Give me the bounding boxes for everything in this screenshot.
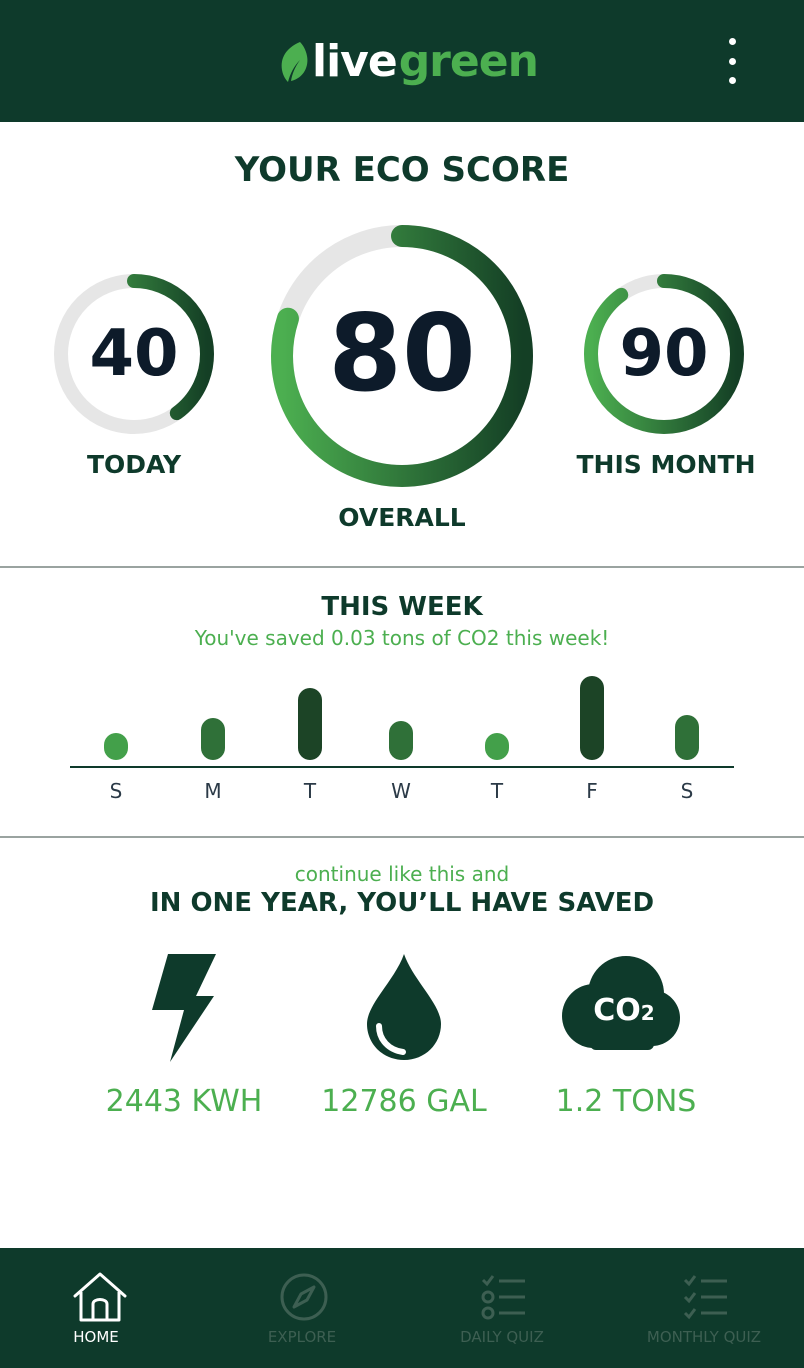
today-gauge-ring xyxy=(54,274,214,434)
overall-score-value: 80 xyxy=(328,292,476,415)
water-saved-value: 12786 GAL xyxy=(321,1084,487,1119)
checklist-icon xyxy=(481,1275,525,1320)
this-week-title: THIS WEEK xyxy=(321,592,483,622)
co2-icon-text: CO xyxy=(593,993,641,1028)
overall-gauge-ring xyxy=(271,225,533,487)
projection-intro: continue like this and xyxy=(294,862,510,886)
week-day-label: W xyxy=(391,779,411,803)
app-header: live green xyxy=(0,0,804,122)
week-day-label: T xyxy=(490,779,504,803)
leaf-icon xyxy=(281,42,308,82)
week-bar xyxy=(580,676,604,760)
week-day-label: S xyxy=(109,779,123,803)
nav-daily-quiz-label: DAILY QUIZ xyxy=(460,1328,544,1346)
week-day-label: S xyxy=(680,779,694,803)
co2-icon-subscript: 2 xyxy=(640,1001,655,1025)
month-label: THIS MONTH xyxy=(576,450,756,479)
menu-dot xyxy=(728,57,736,65)
nav-monthly-quiz-label: MONTHLY QUIZ xyxy=(646,1328,762,1346)
logo-text-live: live xyxy=(312,36,398,87)
week-bar xyxy=(104,733,128,760)
more-vertical-icon[interactable] xyxy=(716,38,748,84)
week-bar xyxy=(389,721,413,760)
chart-baseline xyxy=(70,766,734,768)
projection-title: IN ONE YEAR, YOU’LL HAVE SAVED xyxy=(149,888,655,918)
overall-label: OVERALL xyxy=(338,503,466,532)
section-divider xyxy=(0,836,804,838)
week-day-label: F xyxy=(586,779,598,803)
nav-home[interactable]: HOME xyxy=(0,1248,196,1368)
nav-explore-label: EXPLORE xyxy=(267,1328,337,1346)
nav-monthly-quiz[interactable]: MONTHLY QUIZ xyxy=(604,1248,804,1368)
week-bar xyxy=(298,688,322,760)
co2-cloud-icon: CO2 xyxy=(560,954,682,1052)
energy-saved-value: 2443 KWH xyxy=(105,1084,263,1119)
month-gauge-ring xyxy=(584,274,744,434)
overall-score-gauge: 80 xyxy=(270,224,534,488)
menu-dot xyxy=(728,38,736,45)
nav-daily-quiz[interactable]: DAILY QUIZ xyxy=(402,1248,602,1368)
checklist-icon xyxy=(683,1275,727,1320)
nav-explore[interactable]: EXPLORE xyxy=(202,1248,402,1368)
section-divider xyxy=(0,566,804,568)
this-week-subtitle: You've saved 0.03 tons of CO2 this week! xyxy=(194,626,610,650)
co2-saved-value: 1.2 TONS xyxy=(555,1084,697,1119)
week-bar xyxy=(485,733,509,760)
today-score-gauge: 40 xyxy=(52,272,216,436)
nav-home-label: HOME xyxy=(73,1328,119,1346)
home-icon xyxy=(73,1272,127,1322)
compass-icon xyxy=(280,1273,328,1321)
bottom-navigation: HOME EXPLORE DAILY QUIZ MONTHLY QUIZ xyxy=(0,1248,804,1368)
month-score-value: 90 xyxy=(619,317,709,391)
lightning-bolt-icon xyxy=(152,954,216,1062)
logo-text-green: green xyxy=(398,36,539,87)
today-label: TODAY xyxy=(86,450,182,479)
water-drop-icon xyxy=(367,954,441,1060)
week-bar xyxy=(675,715,699,760)
week-bar xyxy=(201,718,225,760)
week-day-label: T xyxy=(303,779,317,803)
month-score-gauge: 90 xyxy=(582,272,746,436)
eco-score-title: YOUR ECO SCORE xyxy=(234,150,570,190)
livegreen-logo[interactable]: live green xyxy=(278,34,539,90)
week-day-label: M xyxy=(204,779,222,803)
menu-dot xyxy=(728,77,736,84)
today-score-value: 40 xyxy=(89,317,179,391)
